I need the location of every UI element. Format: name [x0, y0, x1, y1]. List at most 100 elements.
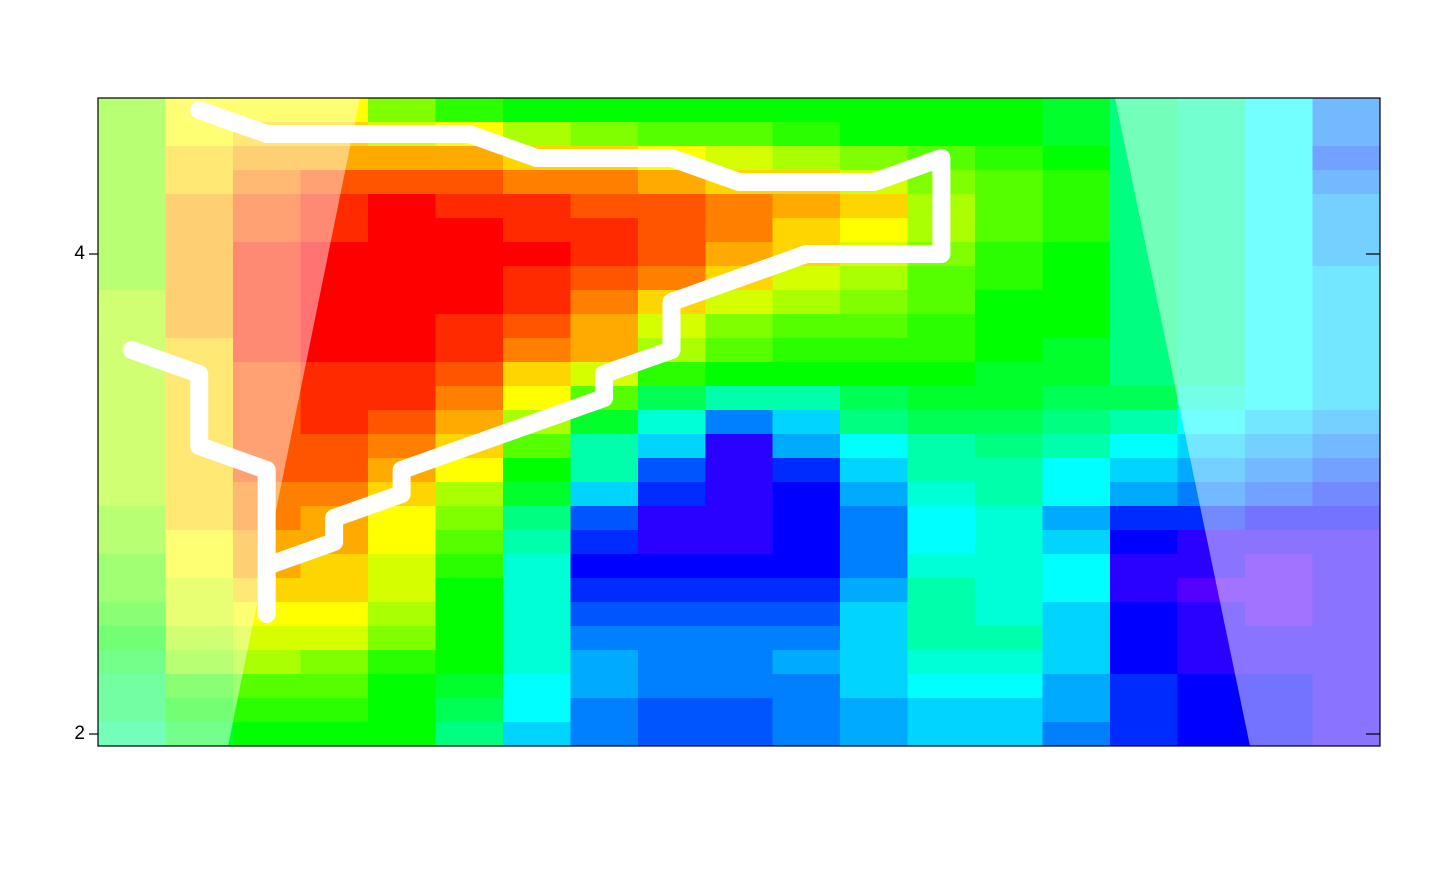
heatmap-cell: [705, 650, 774, 675]
heatmap-cell: [165, 650, 234, 675]
heatmap-cell: [637, 650, 706, 675]
heatmap-cell: [1042, 698, 1111, 723]
heatmap-cell: [772, 218, 841, 243]
heatmap-cell: [907, 554, 976, 579]
heatmap-cell: [1110, 698, 1179, 723]
heatmap-cell: [1042, 434, 1111, 459]
heatmap-cell: [502, 554, 571, 579]
heatmap-cell: [637, 530, 706, 555]
heatmap-cell: [705, 434, 774, 459]
heatmap-cell: [840, 218, 909, 243]
heatmap-cell: [907, 578, 976, 603]
heatmap-cell: [165, 242, 234, 267]
heatmap-cell: [98, 290, 166, 315]
heatmap-cell: [502, 170, 571, 195]
heatmap-cell: [975, 506, 1044, 531]
heatmap-cell: [232, 242, 301, 267]
heatmap-cell: [1177, 386, 1246, 411]
heatmap-cell: [637, 386, 706, 411]
heatmap-cell: [435, 530, 504, 555]
heatmap-cell: [840, 194, 909, 219]
heatmap-cell: [1312, 674, 1381, 699]
heatmap-cell: [570, 314, 639, 339]
heatmap-cell: [232, 146, 301, 171]
heatmap-cell: [1110, 314, 1179, 339]
heatmap-cell: [98, 98, 166, 123]
heatmap-cell: [1177, 410, 1246, 435]
heatmap-cell: [705, 554, 774, 579]
heatmap-cell: [435, 602, 504, 627]
heatmap-cell: [840, 98, 909, 123]
heatmap-cell: [502, 290, 571, 315]
heatmap-cell: [300, 386, 369, 411]
heatmap-cell: [502, 242, 571, 267]
heatmap-cell: [570, 218, 639, 243]
heatmap-cell: [637, 458, 706, 483]
heatmap-cell: [98, 626, 166, 651]
heatmap-cell: [502, 266, 571, 291]
heatmap-cell: [840, 650, 909, 675]
heatmap-cell: [570, 122, 639, 147]
heatmap-cell: [907, 458, 976, 483]
heatmap-cell: [975, 410, 1044, 435]
heatmap-cell: [1042, 650, 1111, 675]
heatmap-cell: [1110, 530, 1179, 555]
heatmap-cell: [772, 578, 841, 603]
heatmap-cell: [1177, 482, 1246, 507]
heatmap-cell: [98, 458, 166, 483]
heatmap-cell: [772, 506, 841, 531]
heatmap-cell: [1042, 266, 1111, 291]
heatmap-cell: [637, 434, 706, 459]
heatmap-cell: [98, 554, 166, 579]
heatmap-cell: [1312, 698, 1381, 723]
heatmap-cell: [1042, 218, 1111, 243]
heatmap-cell: [907, 530, 976, 555]
heatmap-cell: [1110, 482, 1179, 507]
heatmap-cell: [98, 242, 166, 267]
heatmap-cell: [165, 578, 234, 603]
heatmap-cell: [1110, 242, 1179, 267]
plot-frame: [97, 97, 1381, 747]
heatmap-cell: [1042, 530, 1111, 555]
heatmap-cell: [1312, 506, 1381, 531]
heatmap-cell: [1312, 362, 1381, 387]
heatmap-cell: [570, 554, 639, 579]
heatmap-cell: [772, 698, 841, 723]
heatmap-cell: [705, 626, 774, 651]
heatmap-cell: [98, 194, 166, 219]
heatmap-cell: [772, 674, 841, 699]
heatmap-cell: [1312, 170, 1381, 195]
heatmap-cell: [705, 458, 774, 483]
heatmap-cell: [907, 410, 976, 435]
heatmap-cell: [1110, 410, 1179, 435]
heatmap-cell: [300, 602, 369, 627]
heatmap-cell: [1110, 626, 1179, 651]
heatmap-cell: [502, 722, 571, 747]
heatmap-cell: [232, 674, 301, 699]
heatmap-cell: [98, 146, 166, 171]
heatmap-cell: [570, 290, 639, 315]
heatmap-cell: [98, 218, 166, 243]
heatmap-cell: [165, 146, 234, 171]
heatmap-cell: [1245, 314, 1314, 339]
heatmap-cell: [907, 98, 976, 123]
heatmap-cell: [1312, 554, 1381, 579]
heatmap-cell: [367, 698, 436, 723]
heatmap-cell: [637, 410, 706, 435]
heatmap-cell: [907, 698, 976, 723]
heatmap-cell: [840, 626, 909, 651]
heatmap-cell: [165, 602, 234, 627]
heatmap-cell: [840, 698, 909, 723]
heatmap-cell: [435, 698, 504, 723]
heatmap-cell: [1110, 362, 1179, 387]
heatmap-cell: [1245, 458, 1314, 483]
heatmap-cell: [1177, 290, 1246, 315]
heatmap-cell: [570, 626, 639, 651]
heatmap-cell: [435, 242, 504, 267]
heatmap-cell: [1312, 338, 1381, 363]
heatmap-cell: [975, 650, 1044, 675]
heatmap-cell: [1245, 506, 1314, 531]
heatmap-cell: [840, 506, 909, 531]
heatmap-cell: [232, 266, 301, 291]
heatmap-cell: [570, 266, 639, 291]
